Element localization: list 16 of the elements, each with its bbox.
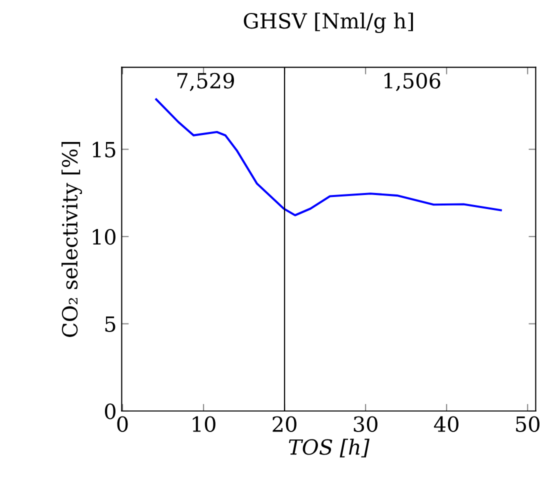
annotation: 7,529 <box>177 72 234 92</box>
y-tick-label: 10 <box>92 228 116 245</box>
x-tick-label: 50 <box>516 416 540 432</box>
y-tick-label: 15 <box>92 142 116 158</box>
x-axis-title: TOS [h] <box>288 438 370 458</box>
y-tick-label: 5 <box>105 316 116 332</box>
x-tick-label: 0 <box>117 416 128 432</box>
x-tick-label: 20 <box>272 416 296 432</box>
x-tick-label: 40 <box>434 416 458 432</box>
y-tick-label: 0 <box>104 403 116 420</box>
line-series <box>155 98 502 216</box>
chart-title: GHSV [Nml/g h] <box>244 12 413 34</box>
annotation: 1,506 <box>384 72 440 92</box>
y-axis-title: CO₂ selectivity [%] <box>62 142 82 337</box>
x-tick-label: 10 <box>192 416 216 432</box>
x-tick-label: 30 <box>354 416 378 432</box>
